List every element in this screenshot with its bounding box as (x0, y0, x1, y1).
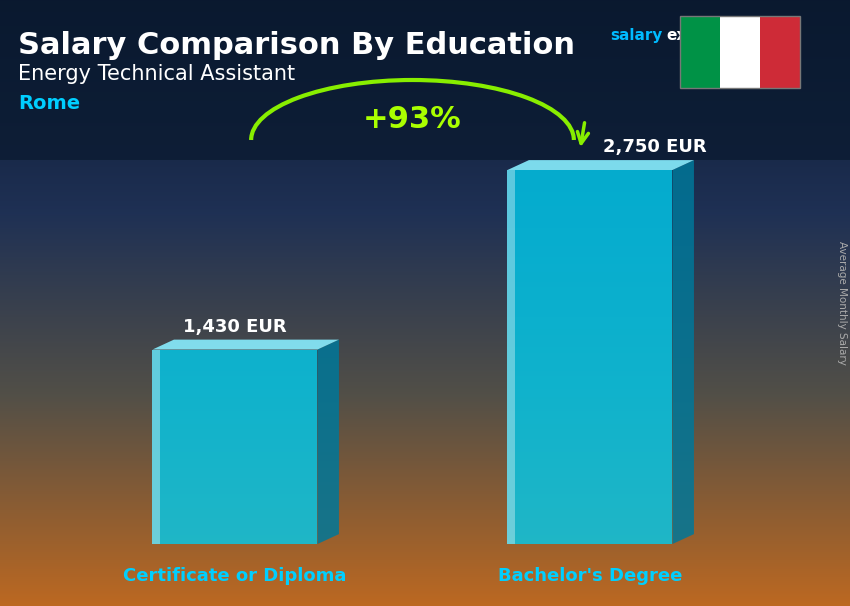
Text: +93%: +93% (363, 105, 462, 135)
Text: Average Monthly Salary: Average Monthly Salary (837, 241, 847, 365)
Text: Energy Technical Assistant: Energy Technical Assistant (18, 64, 295, 84)
Bar (680, 16, 800, 88)
Polygon shape (152, 350, 318, 544)
Text: Bachelor's Degree: Bachelor's Degree (498, 567, 683, 585)
Text: Salary Comparison By Education: Salary Comparison By Education (18, 31, 575, 60)
Polygon shape (507, 160, 694, 170)
Polygon shape (0, 0, 850, 160)
Polygon shape (507, 170, 672, 544)
Polygon shape (672, 160, 694, 544)
Polygon shape (507, 170, 515, 544)
Bar (720, 16, 760, 88)
Text: 2,750 EUR: 2,750 EUR (604, 138, 707, 156)
Polygon shape (318, 339, 339, 544)
Polygon shape (152, 350, 161, 544)
Text: salary: salary (610, 28, 662, 43)
Text: Rome: Rome (18, 94, 80, 113)
Bar (680, 16, 720, 88)
Polygon shape (152, 339, 339, 350)
Text: Certificate or Diploma: Certificate or Diploma (123, 567, 347, 585)
Bar (760, 16, 800, 88)
Text: 1,430 EUR: 1,430 EUR (184, 318, 286, 336)
Text: explorer.com: explorer.com (666, 28, 777, 43)
